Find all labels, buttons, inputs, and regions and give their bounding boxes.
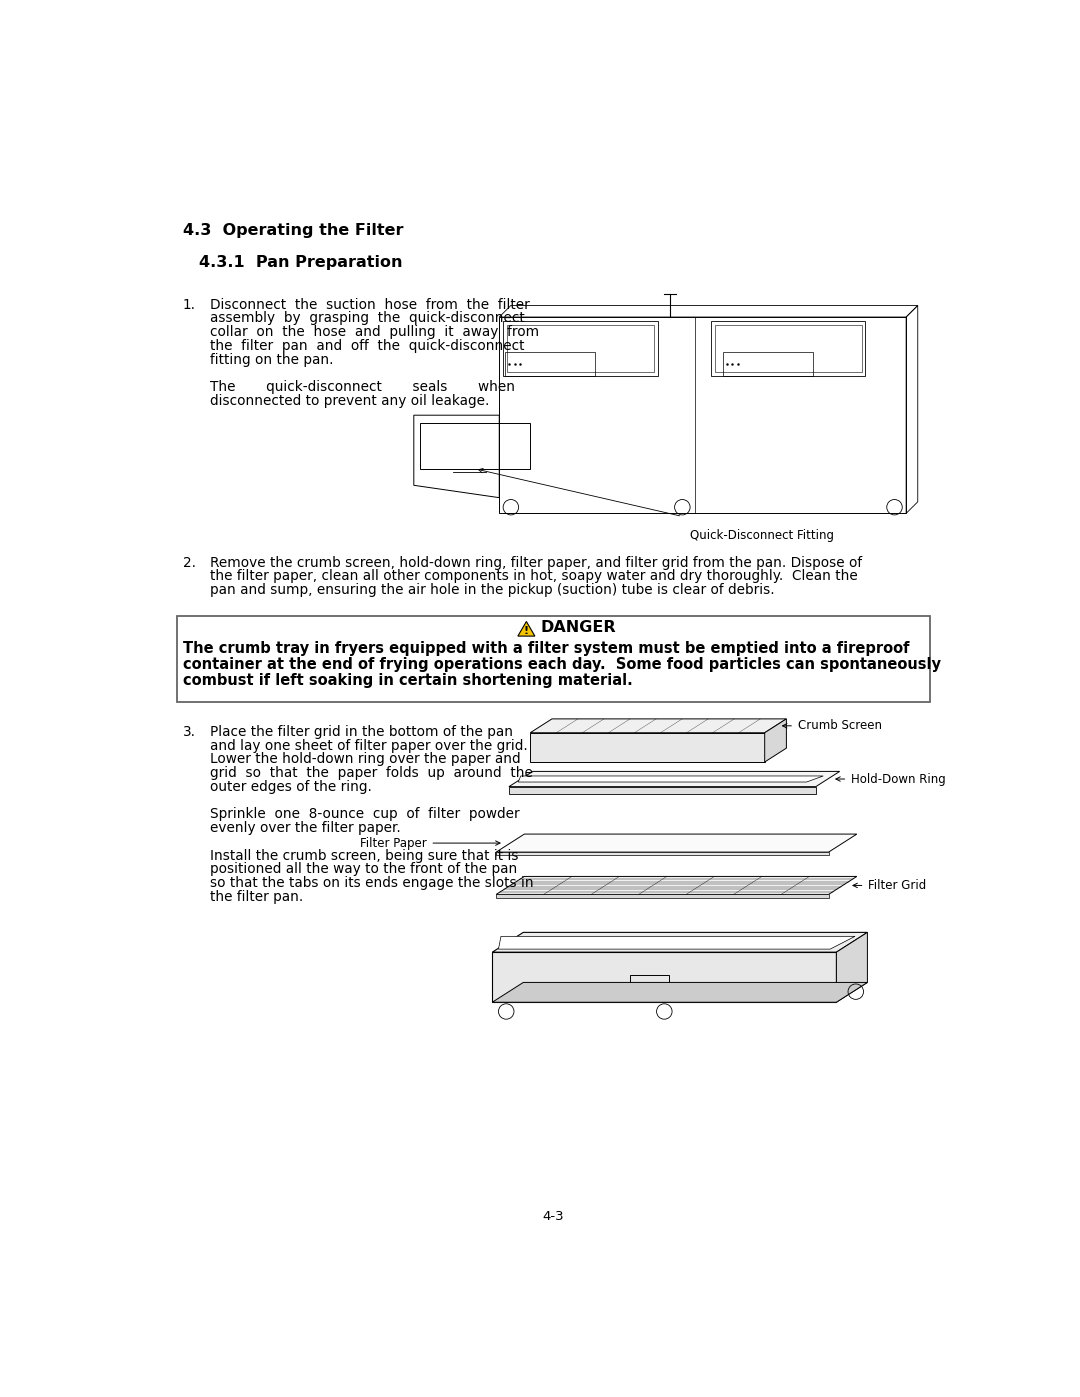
Text: 4-3: 4-3: [542, 1210, 565, 1222]
Text: and lay one sheet of filter paper over the grid.: and lay one sheet of filter paper over t…: [211, 739, 528, 753]
Text: the filter pan.: the filter pan.: [211, 890, 303, 904]
Text: Quick-Disconnect Fitting: Quick-Disconnect Fitting: [690, 529, 834, 542]
Bar: [507, 324, 653, 372]
Bar: [630, 975, 669, 985]
Polygon shape: [496, 894, 828, 897]
Polygon shape: [765, 719, 786, 761]
Text: 4.3.1  Pan Preparation: 4.3.1 Pan Preparation: [199, 256, 402, 271]
Bar: [420, 423, 530, 469]
Polygon shape: [530, 733, 765, 761]
Polygon shape: [517, 622, 535, 636]
Polygon shape: [492, 982, 867, 1002]
Bar: [505, 352, 595, 376]
Text: DANGER: DANGER: [540, 620, 616, 636]
Polygon shape: [509, 771, 840, 787]
Text: Place the filter grid in the bottom of the pan: Place the filter grid in the bottom of t…: [211, 725, 513, 739]
Text: collar  on  the  hose  and  pulling  it  away  from: collar on the hose and pulling it away f…: [211, 326, 539, 339]
Bar: [715, 324, 862, 372]
Polygon shape: [836, 932, 867, 1002]
Text: 3.: 3.: [183, 725, 197, 739]
Text: Disconnect  the  suction  hose  from  the  filter: Disconnect the suction hose from the fil…: [211, 298, 530, 312]
Polygon shape: [518, 775, 823, 782]
Text: Filter Grid: Filter Grid: [868, 879, 927, 891]
Text: Lower the hold-down ring over the paper and: Lower the hold-down ring over the paper …: [211, 753, 521, 767]
Text: Remove the crumb screen, hold-down ring, filter paper, and filter grid from the : Remove the crumb screen, hold-down ring,…: [211, 556, 862, 570]
Text: grid  so  that  the  paper  folds  up  around  the: grid so that the paper folds up around t…: [211, 766, 534, 780]
Text: pan and sump, ensuring the air hole in the pickup (suction) tube is clear of deb: pan and sump, ensuring the air hole in t…: [211, 583, 774, 597]
Polygon shape: [492, 953, 836, 1002]
Text: combust if left soaking in certain shortening material.: combust if left soaking in certain short…: [183, 673, 633, 689]
Polygon shape: [496, 852, 828, 855]
Polygon shape: [492, 932, 867, 953]
Text: !: !: [524, 626, 529, 636]
Text: Hold-Down Ring: Hold-Down Ring: [851, 773, 946, 785]
Text: Crumb Screen: Crumb Screen: [798, 719, 882, 732]
Text: 2.: 2.: [183, 556, 197, 570]
Text: Sprinkle  one  8-ounce  cup  of  filter  powder: Sprinkle one 8-ounce cup of filter powde…: [211, 807, 519, 821]
Text: container at the end of frying operations each day.  Some food particles can spo: container at the end of frying operation…: [183, 657, 941, 672]
Text: The       quick-disconnect       seals       when: The quick-disconnect seals when: [211, 380, 515, 394]
Text: 1.: 1.: [183, 298, 197, 312]
Text: Install the crumb screen, being sure that it is: Install the crumb screen, being sure tha…: [211, 849, 518, 863]
Text: so that the tabs on its ends engage the slots in: so that the tabs on its ends engage the …: [211, 876, 534, 890]
Polygon shape: [499, 936, 855, 949]
Text: Filter Paper: Filter Paper: [360, 837, 427, 849]
Text: fitting on the pan.: fitting on the pan.: [211, 352, 334, 366]
Bar: [711, 321, 865, 376]
Text: The crumb tray in fryers equipped with a filter system must be emptied into a fi: The crumb tray in fryers equipped with a…: [183, 641, 909, 657]
Text: the filter paper, clean all other components in hot, soapy water and dry thoroug: the filter paper, clean all other compon…: [211, 570, 858, 584]
Bar: [723, 352, 812, 376]
Text: disconnected to prevent any oil leakage.: disconnected to prevent any oil leakage.: [211, 394, 489, 408]
Bar: [177, 616, 930, 701]
Polygon shape: [530, 719, 786, 733]
Polygon shape: [496, 834, 856, 852]
Text: outer edges of the ring.: outer edges of the ring.: [211, 780, 372, 793]
Polygon shape: [509, 787, 815, 795]
Text: the  filter  pan  and  off  the  quick-disconnect: the filter pan and off the quick-disconn…: [211, 339, 525, 353]
Text: evenly over the filter paper.: evenly over the filter paper.: [211, 821, 401, 835]
Polygon shape: [496, 876, 856, 894]
Bar: [499, 317, 906, 513]
Text: positioned all the way to the front of the pan: positioned all the way to the front of t…: [211, 862, 517, 876]
Bar: [503, 321, 658, 376]
Text: assembly  by  grasping  the  quick-disconnect: assembly by grasping the quick-disconnec…: [211, 312, 525, 326]
Text: 4.3  Operating the Filter: 4.3 Operating the Filter: [183, 224, 404, 237]
